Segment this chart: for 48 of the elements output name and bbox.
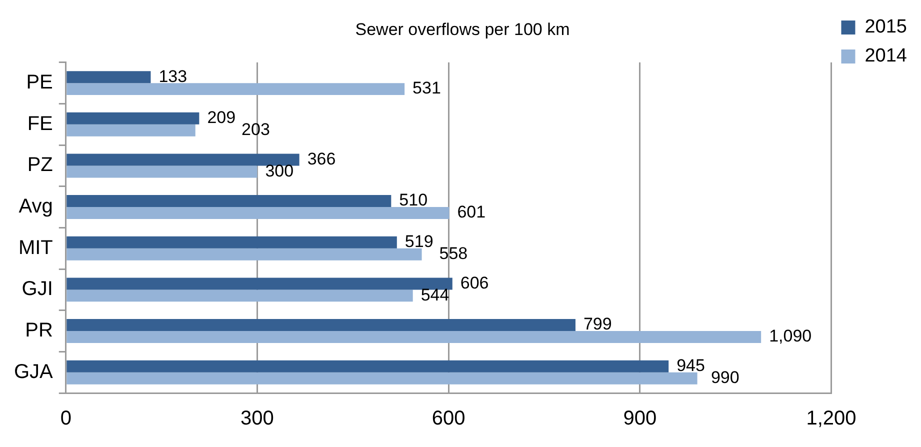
bar	[66, 360, 669, 372]
x-tick-label: 600	[432, 408, 466, 430]
y-tick-label: PZ	[27, 154, 53, 176]
data-label: 945	[676, 356, 705, 376]
bar	[66, 195, 392, 208]
y-tick-label: PR	[25, 320, 53, 342]
data-label: 799	[583, 314, 612, 334]
bar	[66, 124, 196, 136]
data-label: 990	[710, 368, 740, 388]
data-label: 209	[207, 108, 236, 128]
bar	[66, 166, 258, 178]
y-tick-label: FE	[27, 112, 53, 135]
data-label: 519	[404, 232, 434, 252]
bar	[66, 319, 576, 332]
bar	[66, 290, 413, 302]
bar	[66, 112, 200, 124]
bar	[66, 71, 151, 84]
x-tick-label: 1,200	[806, 408, 856, 430]
bar	[66, 154, 300, 166]
data-label: 203	[242, 120, 270, 140]
y-tick-label: GJI	[22, 278, 53, 300]
data-label: 606	[460, 273, 489, 292]
data-label: 300	[265, 161, 294, 180]
data-label: 1,090	[769, 326, 812, 346]
data-label: 558	[439, 244, 468, 264]
x-tick-label: 300	[240, 408, 274, 430]
y-tick-label: MIT	[18, 236, 53, 259]
legend-label: 2014	[864, 46, 908, 67]
chart-title: Sewer overflows per 100 km	[355, 20, 570, 39]
x-tick-label: 900	[623, 408, 657, 430]
bar	[66, 248, 422, 260]
data-label: 510	[399, 190, 428, 210]
bar	[66, 331, 762, 343]
legend-label: 2015	[864, 16, 908, 38]
bar	[66, 278, 452, 290]
data-label: 544	[420, 285, 450, 304]
bar	[66, 207, 450, 220]
data-label: 366	[307, 149, 336, 168]
data-label: 133	[158, 66, 188, 86]
data-label: 531	[412, 78, 441, 98]
y-tick-label: Avg	[18, 196, 53, 218]
y-tick-label: GJA	[14, 360, 54, 383]
bar	[66, 372, 698, 384]
x-tick-label: 0	[60, 408, 72, 430]
y-tick-label: PE	[26, 72, 53, 94]
bar	[66, 83, 405, 96]
bar	[66, 236, 397, 248]
data-label: 601	[457, 202, 486, 222]
